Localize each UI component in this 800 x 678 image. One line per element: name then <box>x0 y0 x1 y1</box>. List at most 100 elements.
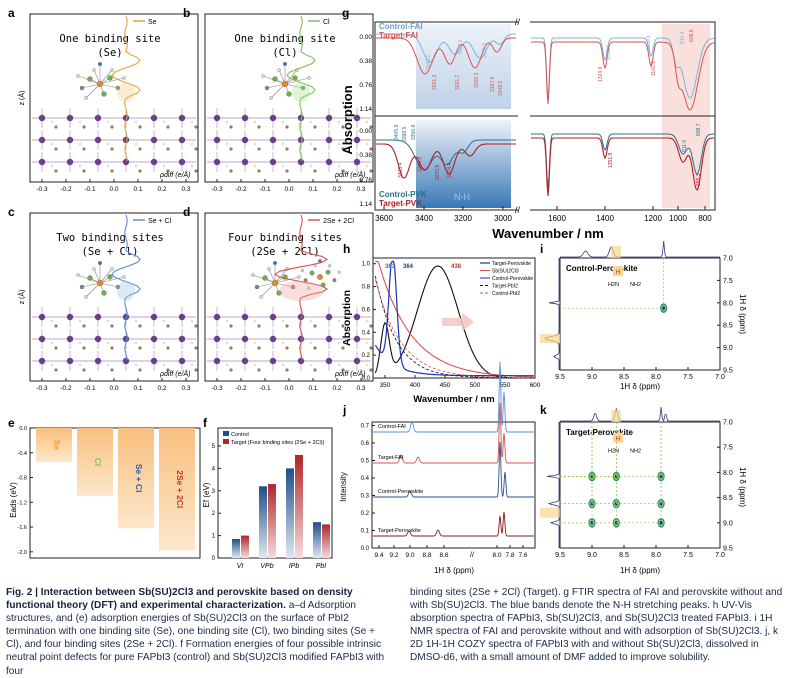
x-tick-label: 0.0 <box>284 385 293 392</box>
bar-1-0 <box>259 486 267 558</box>
fa-atom <box>285 169 289 173</box>
panel-k-ylabel: 1H δ (ppm) <box>738 467 747 507</box>
panel-f-bars <box>232 454 330 558</box>
y-tick-label: 0.0 <box>361 546 370 552</box>
h-atom <box>253 363 257 367</box>
panel-d-xlabel: ρdiff (e/Å) <box>334 369 365 378</box>
molecule-atom <box>290 284 296 290</box>
panel-e-bars: Se Cl Se + Cl 2Se + 2Cl <box>36 428 195 551</box>
y-tick-label: 2 <box>212 511 216 517</box>
fa-atom <box>110 368 114 372</box>
pb-atom <box>297 357 305 365</box>
fa-atom <box>341 169 345 173</box>
x-tick-label: 0.2 <box>157 385 166 392</box>
pb-atom <box>353 136 361 144</box>
peak-top-12: 810.4 <box>680 31 686 44</box>
fa-atom <box>313 368 317 372</box>
pb-atom <box>353 158 361 166</box>
pb-atom <box>325 136 333 144</box>
molecule-h2n-label: H2N <box>608 449 619 455</box>
peak-label-363: 363 <box>385 264 396 270</box>
x-tick-label: 3200 <box>454 214 472 223</box>
molecule-nh2-label: NH2 <box>630 282 641 288</box>
legend-control-pvk: Control-PVK <box>379 190 427 199</box>
molecule-atom <box>115 284 121 290</box>
figure-canvas: a One binding site (Se) Se z (Å) ρdiff (e/Å) -… <box>8 6 747 575</box>
bond <box>85 83 101 99</box>
x-tick-label: -0.2 <box>60 186 72 193</box>
highlight-band-top <box>611 410 621 422</box>
fa-atom <box>194 125 198 129</box>
y-tick-label-top: 1.14 <box>359 106 372 113</box>
h-atom <box>365 120 369 124</box>
h-atom <box>162 319 166 323</box>
pb-atom <box>178 136 186 144</box>
x-tick-label: 0.0 <box>284 186 293 193</box>
x-tick-label: 7.8 <box>505 552 514 559</box>
fa-atom <box>257 324 261 328</box>
molecule-atom <box>272 76 278 82</box>
fa-atom <box>257 169 261 173</box>
panel-c-letter: c <box>8 205 15 219</box>
x-tick-label: -0.1 <box>84 385 96 392</box>
y-tick-label: -2.0 <box>18 550 27 556</box>
fa-atom <box>313 169 317 173</box>
h-atom <box>190 142 194 146</box>
panel-j-ticks: 9.4 9.2 9.0 8.8 8.6 8.0 7.8 7.6 // 0.0 0.1 0.2 0.3 0.… <box>361 424 528 560</box>
x-tick-label: 1000 <box>669 214 687 223</box>
panel-h-xlabel: Wavenumber / nm <box>413 394 494 405</box>
y-tick-label-top: 0.00 <box>359 34 372 41</box>
highlight-band-side <box>540 334 560 344</box>
x-tick-label: -0.1 <box>84 186 96 193</box>
fa-atom <box>110 324 114 328</box>
h-atom <box>190 120 194 124</box>
x-tick-label: 9.2 <box>389 552 398 559</box>
panel-j-frame <box>371 421 536 549</box>
panel-k-spectra: H H2N NH2 <box>540 406 720 548</box>
fa-atom <box>166 346 170 350</box>
x-tick-label: 0.2 <box>157 186 166 193</box>
peak-top-0: 3343.1 <box>426 54 432 70</box>
fa-atom <box>369 169 373 173</box>
x-tick-label: -0.1 <box>259 385 271 392</box>
molecule-atom <box>92 68 96 72</box>
x-tick-label: 0.2 <box>332 385 341 392</box>
bar-1-1 <box>268 484 276 558</box>
y-tick-label: 1.0 <box>362 262 371 268</box>
fa-atom <box>166 125 170 129</box>
panel-g-band-bottom <box>416 120 511 208</box>
h-atom <box>365 142 369 146</box>
molecule-atom <box>300 85 306 91</box>
top-projection <box>560 240 720 258</box>
fa-atom <box>341 324 345 328</box>
peak-bottom-7: 1351.9 <box>608 152 614 168</box>
molecule-atom <box>84 96 88 100</box>
peak-top-9: 1324.9 <box>598 66 604 82</box>
molecule-atom <box>122 76 126 80</box>
h-atom <box>225 341 229 345</box>
x-tick-label: 7.5 <box>683 374 693 381</box>
panel-c-molecule <box>76 261 126 299</box>
molecule-atom <box>271 279 279 287</box>
curve-control-perovskite <box>374 260 534 377</box>
panel-d-title-1: Four binding sites <box>228 232 342 244</box>
h-atom <box>365 319 369 323</box>
molecule-atom <box>259 295 263 299</box>
pb-atom <box>269 158 277 166</box>
fa-atom <box>257 368 261 372</box>
x-tick-label: -0.2 <box>235 186 247 193</box>
panel-d-title-2: (2Se + 2Cl) <box>250 246 320 258</box>
panel-i-frame <box>559 257 721 371</box>
panel-d-molecule <box>251 259 341 299</box>
x-tick-label: 0.1 <box>133 186 142 193</box>
bar-label-2: Se + Cl <box>134 464 144 493</box>
molecule-atom <box>98 261 102 265</box>
x-tick-label: -0.3 <box>211 186 223 193</box>
h-atom <box>78 363 82 367</box>
y-tick-label: 8.0 <box>723 300 733 307</box>
h-atom <box>225 363 229 367</box>
panel-g-band-label: N-H <box>454 192 470 202</box>
peak-bottom-0: 3405.9 <box>394 124 400 140</box>
fa-atom <box>341 346 345 350</box>
